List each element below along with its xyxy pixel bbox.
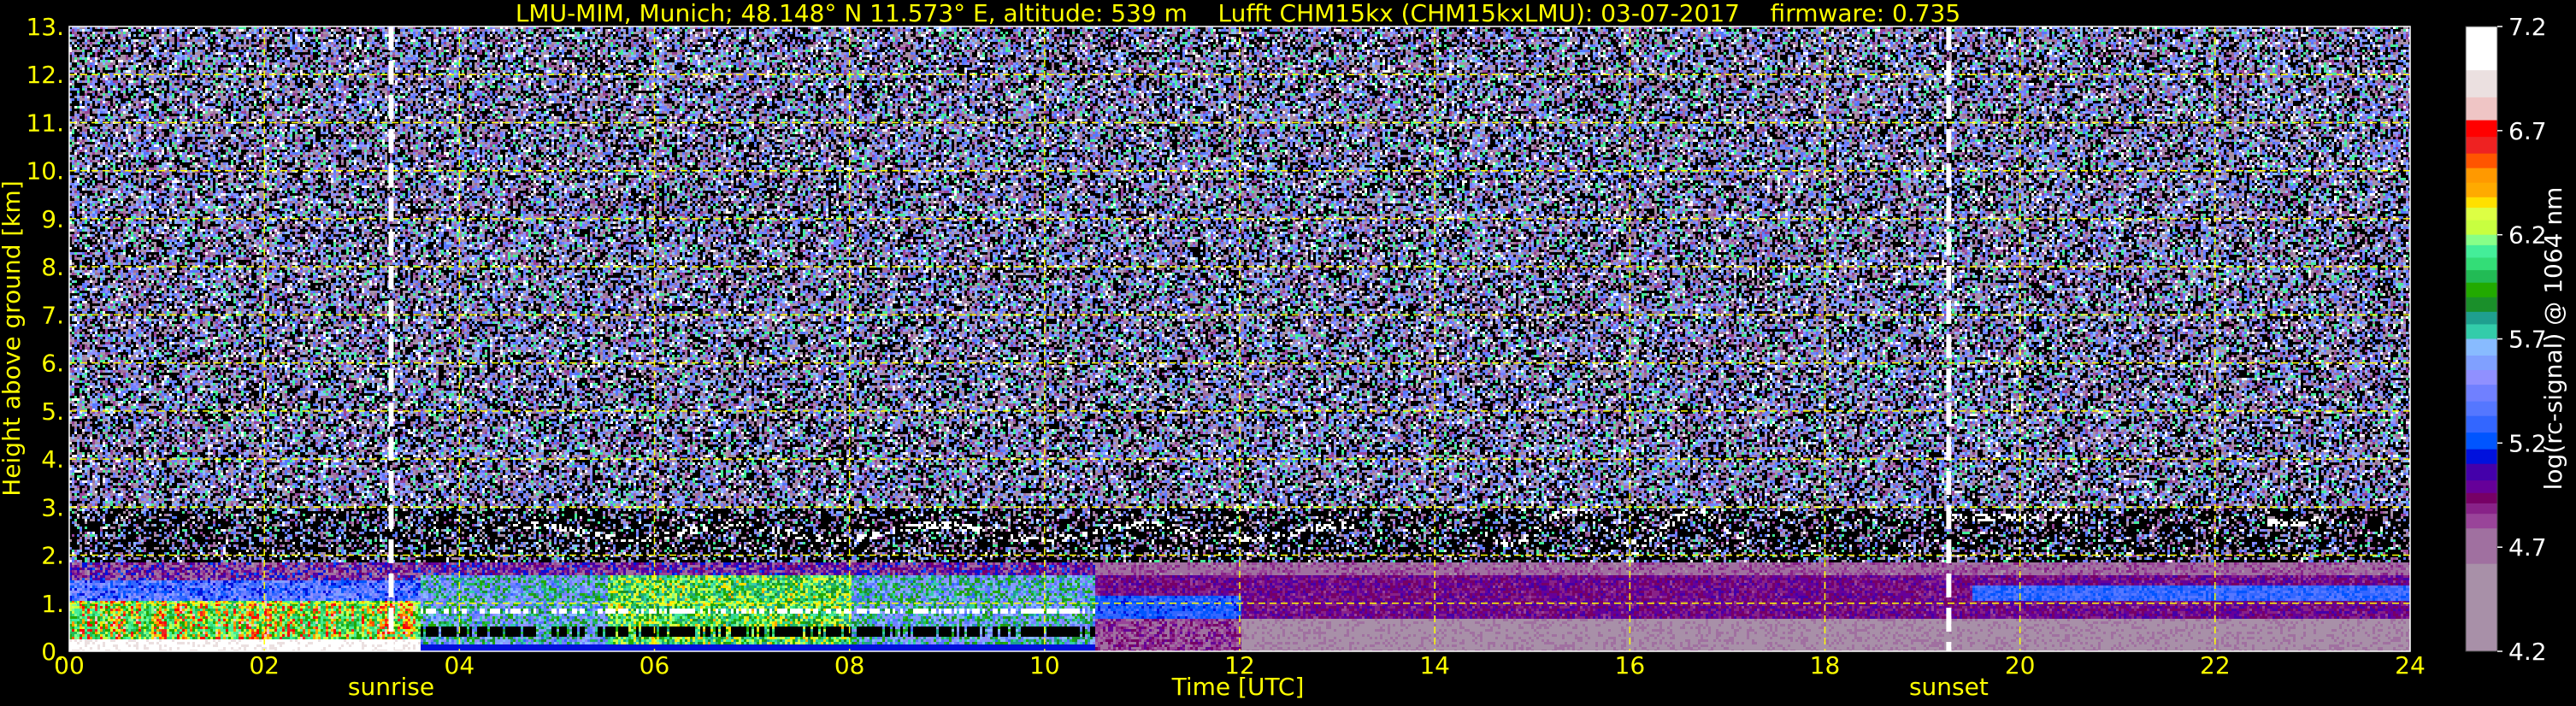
y-tick-label: 8. bbox=[41, 253, 64, 281]
colorbar-band bbox=[2466, 324, 2497, 339]
sunset-label: sunset bbox=[1909, 673, 1989, 701]
colorbar-band bbox=[2466, 244, 2497, 258]
y-tick-label: 10. bbox=[26, 157, 64, 185]
colorbar-band bbox=[2466, 503, 2497, 515]
sunrise-label: sunrise bbox=[348, 673, 434, 701]
colorbar-band bbox=[2466, 432, 2497, 450]
colorbar-band bbox=[2466, 370, 2497, 385]
colorbar-band bbox=[2466, 257, 2497, 271]
colorbar-band bbox=[2466, 514, 2497, 529]
y-tick-label: 11. bbox=[26, 109, 64, 137]
x-tick-label: 08 bbox=[834, 651, 865, 680]
colorbar-band bbox=[2466, 168, 2497, 184]
colorbar-band bbox=[2466, 463, 2497, 481]
colorbar-band bbox=[2466, 26, 2497, 71]
y-axis-label: Height above ground [km] bbox=[0, 180, 26, 497]
colorbar-band bbox=[2466, 153, 2497, 169]
colorbar-band bbox=[2466, 528, 2497, 565]
colorbar-tick-label: 7.2 bbox=[2508, 13, 2547, 41]
y-tick-label: 9. bbox=[41, 205, 64, 233]
colorbar-band bbox=[2466, 220, 2497, 236]
x-axis-ticks: 00 02 04 06 08 10 12 14 16 18 20 22 24 bbox=[54, 651, 2426, 680]
y-tick-label: 12. bbox=[26, 61, 64, 89]
colorbar-tick-label: 4.7 bbox=[2508, 533, 2547, 562]
y-tick-label: 6. bbox=[41, 350, 64, 378]
colorbar-band bbox=[2466, 120, 2497, 138]
colorbar-tick-label: 6.7 bbox=[2508, 117, 2547, 145]
colorbar-band bbox=[2466, 338, 2497, 356]
colorbar-band bbox=[2466, 234, 2497, 246]
x-tick-label: 04 bbox=[445, 651, 475, 680]
x-tick-label: 02 bbox=[249, 651, 280, 680]
colorbar-band bbox=[2466, 563, 2497, 652]
colorbar-tick-label: 4.2 bbox=[2508, 638, 2547, 666]
colorbar-band bbox=[2466, 97, 2497, 121]
chart-title: LMU-MIM, Munich; 48.148° N 11.573° E, al… bbox=[516, 0, 1960, 27]
y-tick-label: 13. bbox=[26, 13, 64, 41]
x-tick-label: 22 bbox=[2200, 651, 2231, 680]
colorbar-band bbox=[2466, 137, 2497, 155]
colorbar-band bbox=[2466, 480, 2497, 494]
colorbar-band bbox=[2466, 270, 2497, 284]
colorbar-tick-label: 5.2 bbox=[2508, 429, 2547, 457]
y-axis-ticks: 0. 1. 2. 3. 4. 5. 6. 7. 8. 9. 10. 11. 12. 13. bbox=[26, 13, 64, 666]
colorbar bbox=[2466, 26, 2497, 652]
x-tick-label: 16 bbox=[1615, 651, 1646, 680]
colorbar-band bbox=[2466, 355, 2497, 371]
x-tick-label: 20 bbox=[2005, 651, 2036, 680]
grid-lines bbox=[69, 26, 2410, 651]
colorbar-band bbox=[2466, 401, 2497, 417]
colorbar-ticks: 4.2 4.7 5.2 5.7 6.2 6.7 7.2 bbox=[2497, 13, 2547, 666]
colorbar-tick-label: 6.2 bbox=[2508, 221, 2547, 250]
x-tick-label: 12 bbox=[1224, 651, 1255, 680]
y-tick-label: 2. bbox=[41, 542, 64, 570]
y-tick-label: 0. bbox=[41, 638, 64, 666]
x-tick-label: 24 bbox=[2395, 651, 2426, 680]
x-tick-label: 14 bbox=[1419, 651, 1450, 680]
colorbar-band bbox=[2466, 297, 2497, 313]
x-tick-label: 00 bbox=[54, 651, 85, 680]
sun-markers: sunrise sunset bbox=[348, 26, 1989, 701]
plot-frame bbox=[68, 26, 2411, 652]
colorbar-band bbox=[2466, 492, 2497, 504]
colorbar-band bbox=[2466, 70, 2497, 98]
x-tick-label: 10 bbox=[1029, 651, 1060, 680]
y-tick-label: 7. bbox=[41, 301, 64, 329]
x-tick-label: 18 bbox=[1810, 651, 1841, 680]
y-tick-label: 4. bbox=[41, 445, 64, 474]
colorbar-band bbox=[2466, 415, 2497, 433]
y-tick-label: 3. bbox=[41, 493, 64, 521]
colorbar-band bbox=[2466, 207, 2497, 221]
colorbar-label: log(rc-signal) @ 1064 nm bbox=[2539, 187, 2567, 491]
colorbar-band bbox=[2466, 197, 2497, 209]
colorbar-band bbox=[2466, 311, 2497, 325]
colorbar-band bbox=[2466, 449, 2497, 465]
y-tick-label: 5. bbox=[41, 397, 64, 426]
colorbar-band bbox=[2466, 282, 2497, 298]
y-tick-label: 1. bbox=[41, 590, 64, 618]
x-tick-label: 06 bbox=[640, 651, 670, 680]
colorbar-band bbox=[2466, 182, 2497, 198]
colorbar-band bbox=[2466, 385, 2497, 403]
x-axis-label: Time [UTC] bbox=[1171, 673, 1305, 701]
colorbar-tick-label: 5.7 bbox=[2508, 326, 2547, 354]
